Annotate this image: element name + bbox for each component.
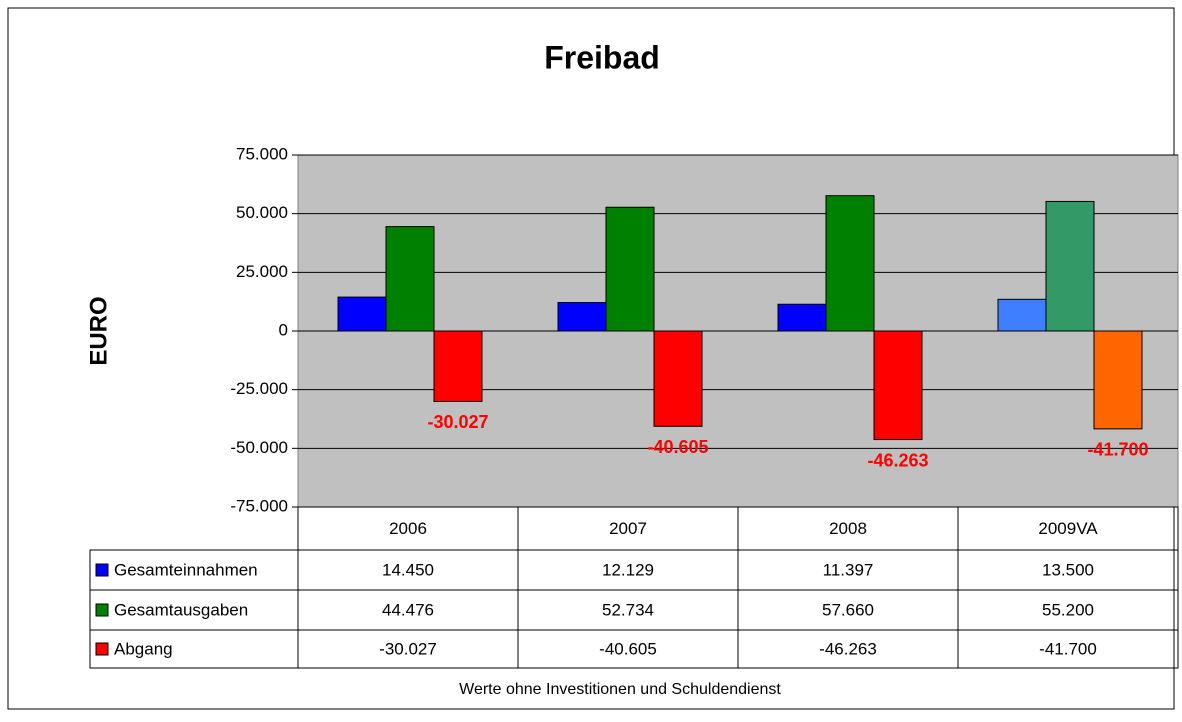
bar: [653, 330, 703, 427]
table-value: -46.263: [819, 639, 877, 658]
data-label: -30.027: [427, 412, 488, 432]
bar: [873, 330, 923, 441]
y-tick-label: 0: [279, 320, 288, 339]
y-tick-label: -50.000: [230, 438, 288, 457]
table-value: 52.734: [602, 600, 654, 619]
table-value: 57.660: [822, 600, 874, 619]
table-value: 11.397: [823, 560, 874, 579]
y-axis-label: EURO: [85, 296, 112, 365]
table-value: 44.476: [382, 600, 434, 619]
chart-title: Freibad: [544, 39, 660, 75]
data-label: -40.605: [647, 437, 708, 457]
y-tick-label: 50.000: [236, 203, 288, 222]
bar: [385, 226, 435, 332]
table-value: 14.450: [382, 560, 434, 579]
legend-swatch: [95, 642, 109, 656]
table-value: 12.129: [602, 560, 654, 579]
data-label: -46.263: [867, 450, 928, 470]
y-tick-label: 75.000: [236, 144, 288, 163]
bar: [997, 298, 1047, 332]
table-value: -40.605: [599, 639, 657, 658]
x-tick-label: 2008: [829, 519, 867, 538]
x-tick-label: 2007: [609, 519, 647, 538]
table-value: -41.700: [1039, 639, 1097, 658]
bar: [1045, 200, 1095, 332]
bar: [337, 296, 387, 332]
y-tick-label: -75.000: [230, 496, 288, 515]
table-value: 13.500: [1042, 560, 1094, 579]
bar: [777, 303, 827, 332]
x-tick-label: 2009VA: [1038, 519, 1098, 538]
x-tick-label: 2006: [389, 519, 427, 538]
legend-label: Gesamteinnahmen: [114, 560, 258, 579]
bar: [1093, 330, 1143, 430]
y-tick-label: 25.000: [236, 262, 288, 281]
table-value: 55.200: [1042, 600, 1094, 619]
bar: [605, 206, 655, 332]
bar: [825, 195, 875, 332]
bar: [557, 302, 607, 332]
legend-label: Gesamtausgaben: [114, 600, 248, 619]
legend-swatch: [95, 603, 109, 617]
y-tick-label: -25.000: [230, 379, 288, 398]
legend-swatch: [95, 563, 109, 577]
footnote: Werte ohne Investitionen und Schuldendie…: [459, 681, 781, 698]
table-value: -30.027: [379, 639, 437, 658]
data-label: -41.700: [1087, 440, 1148, 460]
bar: [433, 330, 483, 402]
legend-label: Abgang: [114, 639, 173, 658]
